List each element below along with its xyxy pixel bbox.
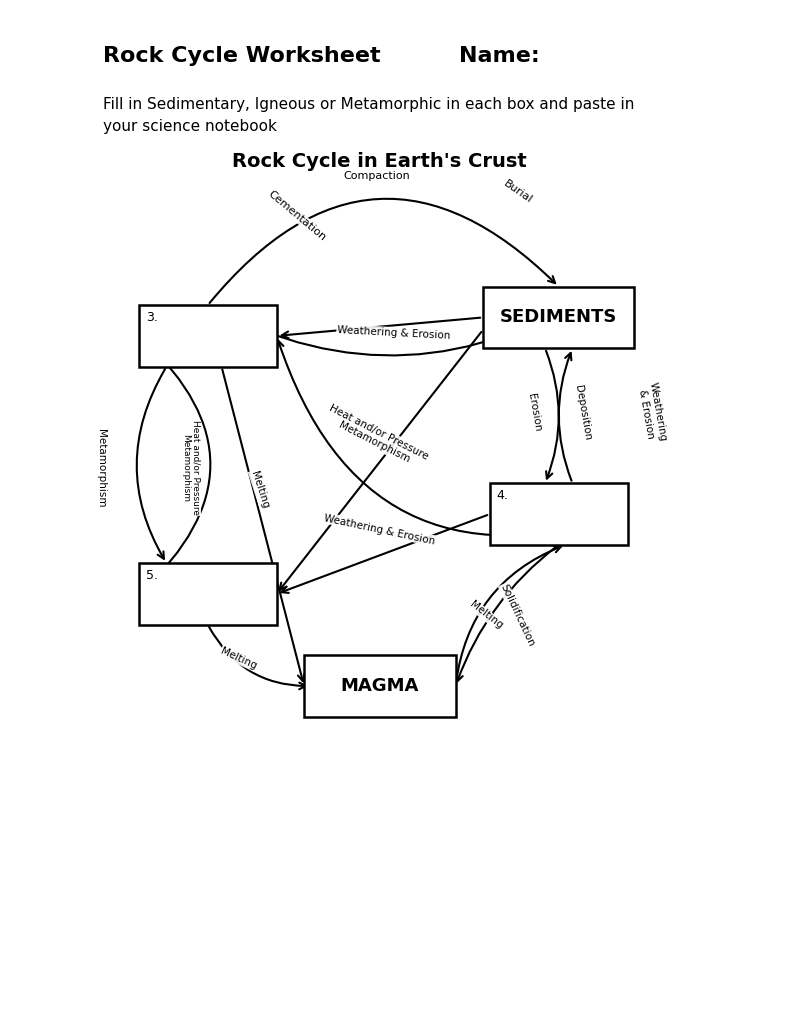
Text: Rock Cycle in Earth's Crust: Rock Cycle in Earth's Crust <box>233 152 528 171</box>
Text: Burial: Burial <box>501 178 534 205</box>
Text: 5.: 5. <box>146 569 158 583</box>
Text: Erosion: Erosion <box>526 393 543 432</box>
Text: Solidification: Solidification <box>498 583 536 648</box>
Bar <box>139 305 277 367</box>
Text: MAGMA: MAGMA <box>341 677 419 695</box>
Bar <box>304 655 456 717</box>
Text: Weathering & Erosion: Weathering & Erosion <box>337 325 450 341</box>
Bar <box>490 483 627 545</box>
Text: Compaction: Compaction <box>343 171 410 181</box>
Text: 3.: 3. <box>146 311 157 325</box>
Text: Metamorphism: Metamorphism <box>97 429 106 507</box>
Text: Melting: Melting <box>219 646 259 671</box>
Text: Fill in Sedimentary, Igneous or Metamorphic in each box and paste in
your scienc: Fill in Sedimentary, Igneous or Metamorp… <box>103 97 634 134</box>
Text: 4.: 4. <box>497 489 509 503</box>
Text: Heat and/or Pressure
Metamorphism: Heat and/or Pressure Metamorphism <box>323 402 430 472</box>
Text: Weathering & Erosion: Weathering & Erosion <box>324 513 437 546</box>
Bar <box>483 287 634 348</box>
Text: Heat and/or Pressure
Metamorphism: Heat and/or Pressure Metamorphism <box>181 421 200 515</box>
Text: Name:: Name: <box>459 46 539 67</box>
Text: Rock Cycle Worksheet: Rock Cycle Worksheet <box>103 46 380 67</box>
Text: Cementation: Cementation <box>267 189 328 243</box>
Text: Deposition: Deposition <box>573 384 592 441</box>
Text: SEDIMENTS: SEDIMENTS <box>500 308 618 327</box>
Text: Melting: Melting <box>468 600 505 631</box>
Text: Weathering
& Erosion: Weathering & Erosion <box>636 381 668 444</box>
Text: Melting: Melting <box>248 470 271 509</box>
Bar <box>139 563 277 625</box>
